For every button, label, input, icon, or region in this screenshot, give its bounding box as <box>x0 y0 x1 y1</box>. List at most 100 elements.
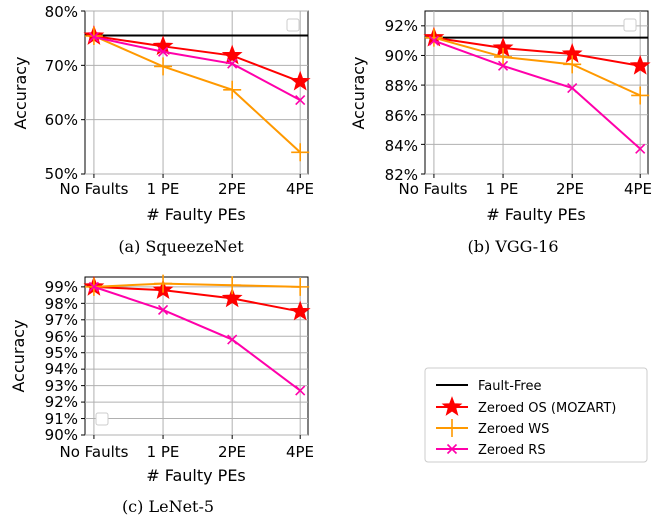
legend-entry-zeroed-ws: Zeroed WS <box>436 419 549 437</box>
data-point-zeroed-os <box>221 287 243 308</box>
legend-marker-star <box>441 396 463 416</box>
data-point-zeroed-ws <box>154 57 173 76</box>
data-point-zeroed-rs <box>295 95 306 106</box>
data-point-zeroed-ws <box>223 276 242 295</box>
data-point-zeroed-ws <box>563 55 582 74</box>
data-point-zeroed-os <box>152 35 174 56</box>
caption: (c) LeNet-5 <box>122 497 214 516</box>
x-tick-label: 2PE <box>218 443 246 461</box>
series-line-zeroed-os <box>93 285 301 313</box>
y-tick-label: 80% <box>45 3 78 21</box>
y-tick-label: 90% <box>385 47 418 65</box>
legend-entry-zeroed-os: Zeroed OS (MOZART) <box>436 396 616 416</box>
caption: (b) VGG-16 <box>468 237 559 256</box>
series-line-zeroed-os <box>93 35 301 83</box>
x-tick-label: No Faults <box>60 180 129 198</box>
x-tick-label: 1 PE <box>147 443 180 461</box>
y-tick-label: 92% <box>45 393 78 411</box>
data-point-zeroed-os <box>289 70 311 91</box>
chart-vgg16: 82% 84% 86% 88% 90% 92% No Faults 1 PE 2… <box>349 10 652 256</box>
series-line-zeroed-ws <box>93 282 301 288</box>
data-point-zeroed-rs <box>227 334 238 345</box>
y-tick-label: 70% <box>45 57 78 75</box>
x-tick-label: 1 PE <box>486 180 519 198</box>
y-tick-label: 97% <box>45 311 78 329</box>
empty-legend-box <box>95 412 109 426</box>
data-point-zeroed-ws <box>291 143 310 162</box>
y-tick-label: 88% <box>385 77 418 95</box>
x-tick-label: 4PE <box>286 180 314 198</box>
y-tick-label: 96% <box>45 328 78 346</box>
y-tick-label: 90% <box>45 426 78 444</box>
legend: Fault-Free Zeroed OS (MOZART) Zeroed WS … <box>424 367 648 463</box>
y-tick-label: 98% <box>45 295 78 313</box>
legend-label: Zeroed WS <box>478 422 549 437</box>
data-point-zeroed-rs <box>567 82 578 94</box>
y-tick-label: 93% <box>45 377 78 395</box>
series-line-zeroed-rs <box>93 285 301 392</box>
y-axis-label: Accuracy <box>11 56 30 129</box>
data-point-zeroed-os <box>221 44 243 65</box>
data-point-zeroed-rs <box>635 143 646 154</box>
series-line-zeroed-ws <box>93 35 301 154</box>
series-line-zeroed-rs <box>433 39 641 150</box>
y-tick-label: 94% <box>45 360 78 378</box>
empty-legend-box <box>286 18 300 32</box>
data-point-zeroed-ws <box>154 274 173 293</box>
data-point-zeroed-rs <box>88 32 99 43</box>
data-point-zeroed-rs <box>157 304 169 315</box>
y-tick-label: 84% <box>385 137 418 155</box>
legend-frame <box>424 367 648 463</box>
y-tick-label: 86% <box>385 107 418 125</box>
data-point-zeroed-rs <box>157 46 169 57</box>
y-tick-label: 82% <box>385 166 418 184</box>
empty-legend-box <box>623 18 637 32</box>
data-point-zeroed-rs <box>227 58 238 69</box>
y-axis-label: Accuracy <box>349 56 368 129</box>
data-point-zeroed-ws <box>424 28 443 47</box>
data-point-zeroed-ws <box>223 80 242 99</box>
legend-marker-plus <box>443 419 461 437</box>
x-tick-label: 4PE <box>624 180 652 198</box>
plot-frame <box>424 10 649 175</box>
legend-label: Fault-Free <box>478 379 541 394</box>
legend-marker-x <box>446 443 458 455</box>
data-point-zeroed-ws <box>631 86 650 105</box>
x-axis-label: # Faulty PEs <box>146 466 246 485</box>
data-point-zeroed-ws <box>291 277 310 296</box>
chart-lenet5: 90% 91% 92% 93% 94% 95% 96% 97% 98% 99% … <box>9 274 314 516</box>
y-tick-label: 50% <box>45 165 78 183</box>
data-point-zeroed-os <box>629 54 651 75</box>
x-tick-label: No Faults <box>399 180 468 198</box>
x-tick-label: 2PE <box>218 180 246 198</box>
y-tick-label: 92% <box>385 17 418 35</box>
x-tick-label: 2PE <box>556 180 584 198</box>
y-tick-label: 91% <box>45 410 78 428</box>
data-point-zeroed-rs <box>497 60 509 71</box>
series-line-zeroed-ws <box>433 36 641 97</box>
data-point-zeroed-rs <box>428 35 439 46</box>
series-line-zeroed-os <box>433 36 641 67</box>
x-tick-label: 1 PE <box>147 180 180 198</box>
y-tick-label: 99% <box>45 278 78 296</box>
series-line-zeroed-rs <box>93 36 301 101</box>
legend-entry-fault-free: Fault-Free <box>436 379 541 394</box>
y-tick-label: 60% <box>45 111 78 129</box>
data-point-zeroed-rs <box>295 385 306 396</box>
caption: (a) SqueezeNet <box>118 237 244 256</box>
data-point-zeroed-rs <box>88 281 99 292</box>
y-tick-label: 95% <box>45 344 78 362</box>
x-tick-label: No Faults <box>60 443 129 461</box>
plot-frame <box>84 276 309 436</box>
legend-label: Zeroed OS (MOZART) <box>478 401 616 416</box>
x-tick-label: 4PE <box>286 443 314 461</box>
data-point-zeroed-ws <box>494 47 513 66</box>
legend-label: Zeroed RS <box>478 443 546 458</box>
legend-entry-zeroed-rs: Zeroed RS <box>436 443 546 458</box>
x-axis-label: # Faulty PEs <box>146 205 246 224</box>
data-point-zeroed-os <box>289 300 311 321</box>
x-axis-label: # Faulty PEs <box>486 205 586 224</box>
chart-squeezenet: 50% 60% 70% 80% No Faults 1 PE 2PE 4PE #… <box>11 3 314 256</box>
y-axis-label: Accuracy <box>9 319 28 392</box>
